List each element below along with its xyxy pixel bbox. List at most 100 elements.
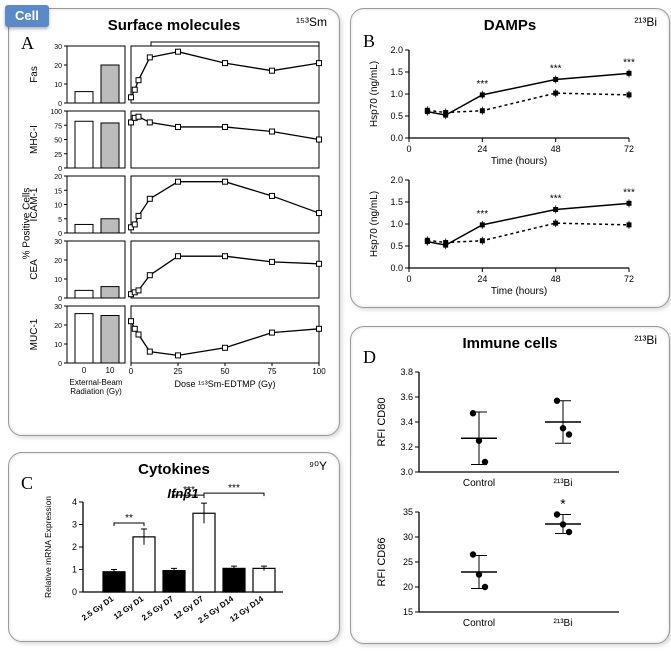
- svg-text:Control: Control: [463, 618, 495, 629]
- svg-text:2: 2: [72, 542, 77, 552]
- panel-d-title: Immune cells: [361, 335, 659, 352]
- svg-text:20: 20: [54, 258, 62, 265]
- svg-text:0: 0: [82, 366, 87, 375]
- svg-text:0.0: 0.0: [390, 133, 403, 143]
- panel-c-title: Cytokines: [19, 461, 329, 478]
- panel-a-chart: Fas0102030MHC-I0255075100ICAM-105101520C…: [25, 38, 335, 426]
- svg-text:0: 0: [406, 144, 411, 154]
- svg-text:75: 75: [54, 123, 62, 130]
- panel-c-letter: C: [21, 473, 33, 494]
- svg-text:30: 30: [54, 44, 62, 51]
- svg-text:20: 20: [54, 323, 62, 330]
- panel-a-title: Surface molecules: [19, 17, 329, 34]
- panel-damps: DAMPs ²¹³Bi B 0.00.51.01.52.00244872Hsp7…: [350, 8, 670, 308]
- svg-text:0: 0: [58, 296, 62, 303]
- panel-d-letter: D: [363, 347, 376, 368]
- svg-text:10: 10: [54, 82, 62, 89]
- svg-text:**: **: [125, 513, 133, 524]
- panel-b-chart: 0.0 0.5 1.0 1.5 2.0 0 24 48 72 Hsp70 (ng/mL) Time …: [361, 38, 659, 298]
- svg-text:0: 0: [58, 101, 62, 108]
- svg-text:0.0: 0.0: [390, 263, 403, 273]
- svg-text:4: 4: [72, 497, 77, 507]
- panel-d-chart: 3.03.23.43.63.8RFI CD80Control²¹³Bi15202…: [361, 356, 659, 632]
- svg-text:2.5 Gy D1: 2.5 Gy D1: [80, 594, 115, 623]
- svg-text:15: 15: [403, 607, 413, 617]
- svg-text:Time (hours): Time (hours): [491, 286, 547, 297]
- svg-text:3.4: 3.4: [400, 417, 413, 427]
- svg-text:75: 75: [268, 367, 277, 376]
- svg-text:24: 24: [477, 144, 487, 154]
- panel-b-isotope: ²¹³Bi: [634, 15, 657, 29]
- panel-cytokines: Cytokines ⁹⁰Y C Ifnβ101234Relative mRNA …: [8, 452, 340, 642]
- svg-text:MHC-I: MHC-I: [29, 125, 40, 154]
- svg-text:1.0: 1.0: [390, 89, 403, 99]
- svg-text:1: 1: [72, 565, 77, 575]
- svg-text:RFI CD86: RFI CD86: [376, 538, 388, 587]
- svg-text:²¹³Bi: ²¹³Bi: [554, 478, 573, 489]
- svg-text:RFI CD80: RFI CD80: [376, 398, 388, 447]
- svg-text:0: 0: [72, 587, 77, 597]
- svg-text:2.0: 2.0: [390, 175, 403, 185]
- svg-text:35: 35: [403, 507, 413, 517]
- svg-text:***: ***: [476, 79, 488, 90]
- svg-text:***: ***: [550, 63, 562, 74]
- svg-text:1.5: 1.5: [390, 67, 403, 77]
- svg-text:100: 100: [312, 367, 326, 376]
- svg-text:72: 72: [624, 274, 634, 284]
- svg-text:20: 20: [54, 63, 62, 70]
- svg-text:15: 15: [54, 188, 62, 195]
- svg-text:2.5 Gy D7: 2.5 Gy D7: [140, 594, 175, 623]
- svg-text:3.0: 3.0: [400, 467, 413, 477]
- svg-text:50: 50: [221, 367, 230, 376]
- panel-immune-cells: Immune cells ²¹³Bi D 3.03.23.43.63.8RFI …: [350, 326, 670, 644]
- svg-text:Time (hours): Time (hours): [491, 156, 547, 167]
- svg-text:0: 0: [129, 367, 134, 376]
- svg-text:0.5: 0.5: [390, 111, 403, 121]
- svg-text:Relative mRNA Expression: Relative mRNA Expression: [43, 496, 53, 598]
- svg-text:30: 30: [54, 304, 62, 311]
- svg-text:20: 20: [54, 174, 62, 181]
- svg-text:3: 3: [72, 520, 77, 530]
- panel-surface-molecules: Cell Surface molecules ¹⁵³Sm A % Positiv…: [8, 8, 340, 436]
- svg-text:10: 10: [54, 203, 62, 210]
- svg-text:Hsp70 (ng/mL): Hsp70 (ng/mL): [369, 61, 380, 127]
- svg-text:²¹³Bi: ²¹³Bi: [554, 618, 573, 629]
- svg-text:12 Gy D14: 12 Gy D14: [228, 594, 265, 624]
- svg-text:1.0: 1.0: [390, 219, 403, 229]
- svg-text:MUC-1: MUC-1: [29, 318, 40, 350]
- svg-text:5: 5: [58, 217, 62, 224]
- svg-text:Radiation (Gy): Radiation (Gy): [70, 387, 122, 396]
- svg-text:3.2: 3.2: [400, 442, 413, 452]
- svg-text:***: ***: [623, 57, 635, 68]
- svg-text:10: 10: [106, 366, 115, 375]
- panel-d-isotope: ²¹³Bi: [634, 333, 657, 347]
- svg-text:3.8: 3.8: [400, 367, 413, 377]
- svg-text:Fas: Fas: [29, 66, 40, 83]
- panel-a-y-label: % Positive Cells: [22, 174, 33, 274]
- cell-tag: Cell: [5, 5, 49, 27]
- svg-text:***: ***: [476, 209, 488, 220]
- svg-text:10: 10: [54, 277, 62, 284]
- svg-text:Control: Control: [463, 478, 495, 489]
- svg-text:100: 100: [50, 109, 62, 116]
- svg-text:24: 24: [477, 274, 487, 284]
- svg-text:0: 0: [58, 166, 62, 173]
- svg-text:***: ***: [183, 485, 195, 496]
- svg-text:***: ***: [623, 187, 635, 198]
- panel-b-letter: B: [363, 31, 375, 52]
- svg-text:48: 48: [551, 144, 561, 154]
- svg-text:30: 30: [403, 532, 413, 542]
- svg-text:10: 10: [54, 342, 62, 349]
- svg-text:2.0: 2.0: [390, 45, 403, 55]
- svg-text:External-Beam: External-Beam: [70, 378, 123, 387]
- svg-text:0: 0: [58, 361, 62, 368]
- svg-text:72: 72: [624, 144, 634, 154]
- svg-text:*: *: [560, 496, 566, 512]
- svg-text:0: 0: [406, 274, 411, 284]
- svg-text:50: 50: [54, 138, 62, 145]
- svg-text:20: 20: [403, 582, 413, 592]
- panel-c-isotope: ⁹⁰Y: [309, 459, 327, 473]
- svg-text:48: 48: [551, 274, 561, 284]
- svg-text:0: 0: [58, 231, 62, 238]
- panel-a-isotope: ¹⁵³Sm: [296, 15, 327, 29]
